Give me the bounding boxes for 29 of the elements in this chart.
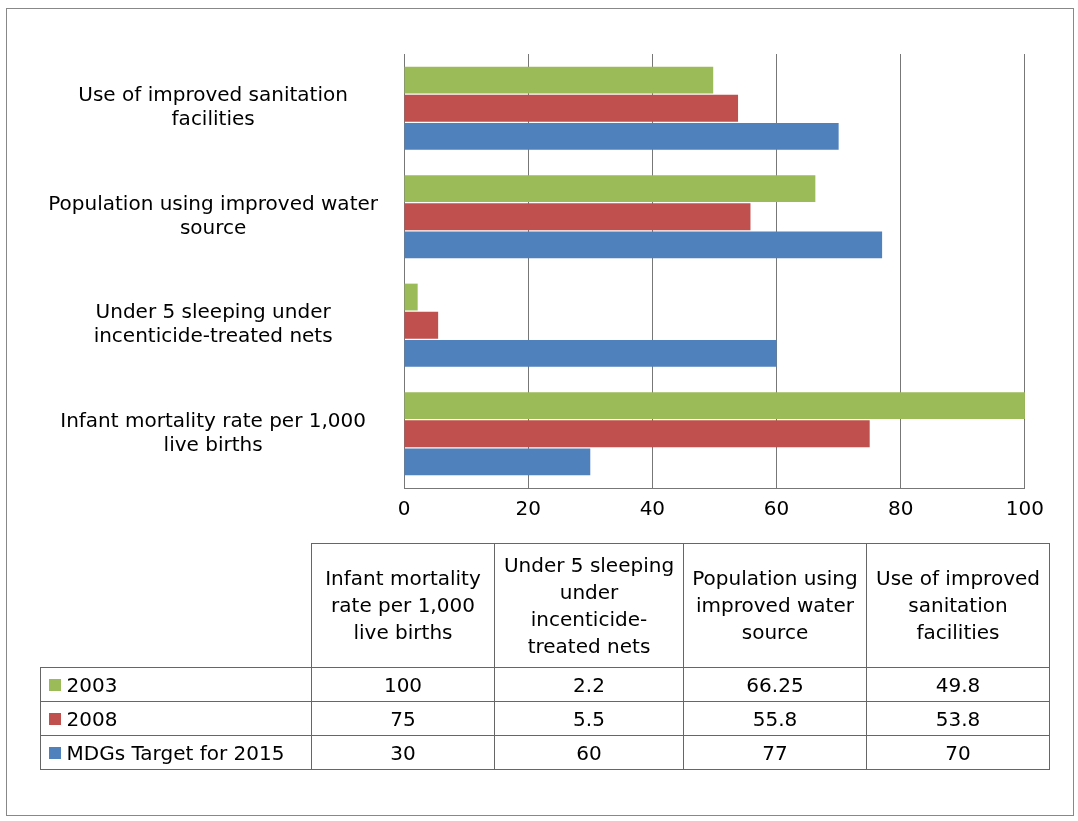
category-label: Under 5 sleeping under incenticide-treated nets xyxy=(494,543,684,668)
data-label: 53.8 xyxy=(866,701,1050,736)
category-label: Use of improved sanitation facilities xyxy=(866,543,1050,668)
y-tick-label: Population using improved water source xyxy=(48,190,379,239)
legend-label: MDGs Target for 2015 xyxy=(66,740,285,765)
legend-label: 2003 xyxy=(66,672,118,697)
x-tick-label: 100 xyxy=(1005,496,1045,521)
data-label: 66.25 xyxy=(683,667,867,702)
legend-label: 2008 xyxy=(66,706,118,731)
data-label: 5.5 xyxy=(494,701,684,736)
y-tick-label: Under 5 sleeping under incenticide-treated nets xyxy=(93,299,333,348)
data-label: 2.2 xyxy=(494,667,684,702)
x-tick-label: 0 xyxy=(397,496,411,521)
data-label: 30 xyxy=(311,735,495,770)
y-tick-label: Infant mortality rate per 1,000 live births xyxy=(60,407,367,456)
x-tick-label: 80 xyxy=(888,496,914,521)
data-label: 70 xyxy=(866,735,1050,770)
data-label: 77 xyxy=(683,735,867,770)
x-tick-label: 60 xyxy=(763,496,790,521)
data-label: 55.8 xyxy=(683,701,867,736)
data-label: 75 xyxy=(311,701,495,736)
x-tick-label: 20 xyxy=(515,496,541,521)
x-tick-label: 40 xyxy=(639,496,666,521)
category-label: Population using improved water source xyxy=(683,543,867,668)
data-label: 60 xyxy=(494,735,684,770)
data-label: 100 xyxy=(311,667,495,702)
category-label: Infant mortality rate per 1,000 live births xyxy=(311,543,495,668)
data-label: 49.8 xyxy=(866,667,1050,702)
y-tick-label: Use of improved sanitation facilities xyxy=(78,82,348,131)
